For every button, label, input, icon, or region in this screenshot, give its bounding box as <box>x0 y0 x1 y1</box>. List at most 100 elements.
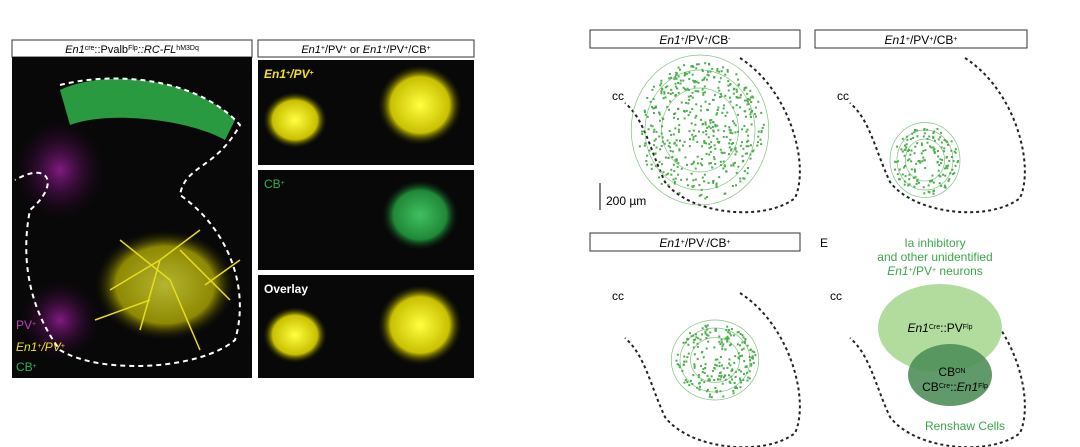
text-segment: En1 <box>907 321 928 335</box>
cell-dot <box>718 89 721 92</box>
cell-dot <box>700 379 703 382</box>
venn-label: CBCre::En1Flp <box>922 380 988 394</box>
cell-dot <box>921 160 924 163</box>
cell-dot <box>913 168 916 171</box>
cell-dot <box>705 333 708 336</box>
text-segment: + <box>909 267 913 274</box>
cell-dot <box>715 391 718 394</box>
cell-dot <box>708 125 711 128</box>
cell-dot <box>940 184 943 187</box>
cell-dot <box>908 158 911 161</box>
cell-dot <box>903 144 906 147</box>
cell-dot <box>689 332 692 335</box>
cell-dot <box>914 175 917 178</box>
cell-dot <box>739 332 742 335</box>
cell-dot <box>721 382 724 385</box>
cell-dot <box>907 184 910 187</box>
panel-header: En1cre::PvalbFlp::RC-FLhM3Dq <box>65 44 199 56</box>
pv-signal <box>20 280 100 360</box>
cell-dot <box>722 167 725 170</box>
cell-dot <box>707 70 710 73</box>
cell-dot <box>697 130 700 133</box>
cell-dot <box>708 146 711 149</box>
text-segment: /PV <box>685 236 704 250</box>
text-segment: CB <box>264 177 281 191</box>
cell-dot <box>916 142 919 145</box>
cc-label: cc <box>612 89 624 103</box>
cell-dot <box>668 77 671 80</box>
cell-dot <box>762 123 765 126</box>
cell-dot <box>722 367 725 370</box>
cell-dot <box>760 130 763 133</box>
cell-dot <box>664 156 667 159</box>
text-segment: En1 <box>16 340 37 354</box>
cell-dot <box>709 151 712 154</box>
cell-dot <box>732 162 735 165</box>
cord-outline <box>624 292 801 447</box>
text-segment: /CB <box>933 33 953 47</box>
cell-dot <box>686 163 689 166</box>
contour <box>644 69 756 191</box>
cell-dot <box>932 146 935 149</box>
cell-dot <box>692 341 695 344</box>
cell-dot <box>693 366 696 369</box>
cell-dot <box>936 127 939 130</box>
cell-dot <box>739 93 742 96</box>
cell-dot <box>910 160 913 163</box>
cell-dot <box>705 142 708 145</box>
cell-dot <box>906 159 909 162</box>
title-box <box>589 29 801 49</box>
cell-dot <box>714 147 717 150</box>
cell-dot <box>742 336 745 339</box>
cell-dot <box>707 340 710 343</box>
cell-dot <box>748 108 751 111</box>
cell-dot <box>661 125 664 128</box>
cell-dot <box>660 182 663 185</box>
cell-dot <box>661 136 664 139</box>
cell-dot <box>739 106 742 109</box>
cell-dot <box>728 358 731 361</box>
text-segment: + <box>929 36 933 43</box>
cell-dot <box>669 76 672 79</box>
text-segment: + <box>32 321 36 328</box>
cell-dot <box>702 131 705 134</box>
cell-dot <box>676 87 679 90</box>
cell-dot <box>957 159 960 162</box>
cell-dot <box>688 77 691 80</box>
cell-dot <box>697 337 700 340</box>
cell-dot <box>927 184 930 187</box>
cell-dot <box>716 124 719 127</box>
cell-dot <box>728 328 731 331</box>
cell-dot <box>701 176 704 179</box>
cell-dot <box>727 84 730 87</box>
cell-dot <box>699 364 702 367</box>
cell-dot <box>723 151 726 154</box>
cell-dot <box>686 356 689 359</box>
cell-dot <box>704 324 707 327</box>
cell-dot <box>684 73 687 76</box>
cell-dot <box>654 106 657 109</box>
cell-dot <box>716 112 719 115</box>
cell-dot <box>703 180 706 183</box>
cell-dot <box>732 106 735 109</box>
cell-dot <box>701 88 704 91</box>
text-segment: CB <box>16 360 33 374</box>
text-segment: ::RC-FL <box>138 44 177 56</box>
cell-dot <box>713 346 716 349</box>
cell-dot <box>745 365 748 368</box>
cell-dot <box>667 144 670 147</box>
cell-dot <box>646 163 649 166</box>
cell-dot <box>726 111 729 114</box>
cord-outline <box>849 57 1026 214</box>
cell-dot <box>920 142 923 145</box>
cell-dot <box>719 371 722 374</box>
cell-dot <box>728 332 731 335</box>
cell-dot <box>707 136 710 139</box>
panel-letter: E <box>820 236 828 250</box>
plot-title: En1+/PV+/CB+ <box>885 33 958 47</box>
cell-dot <box>726 366 729 369</box>
cell-dot <box>677 162 680 165</box>
cell-dot <box>729 131 732 134</box>
cell-dot <box>667 184 670 187</box>
annotation: Renshaw Cells <box>925 419 1005 433</box>
